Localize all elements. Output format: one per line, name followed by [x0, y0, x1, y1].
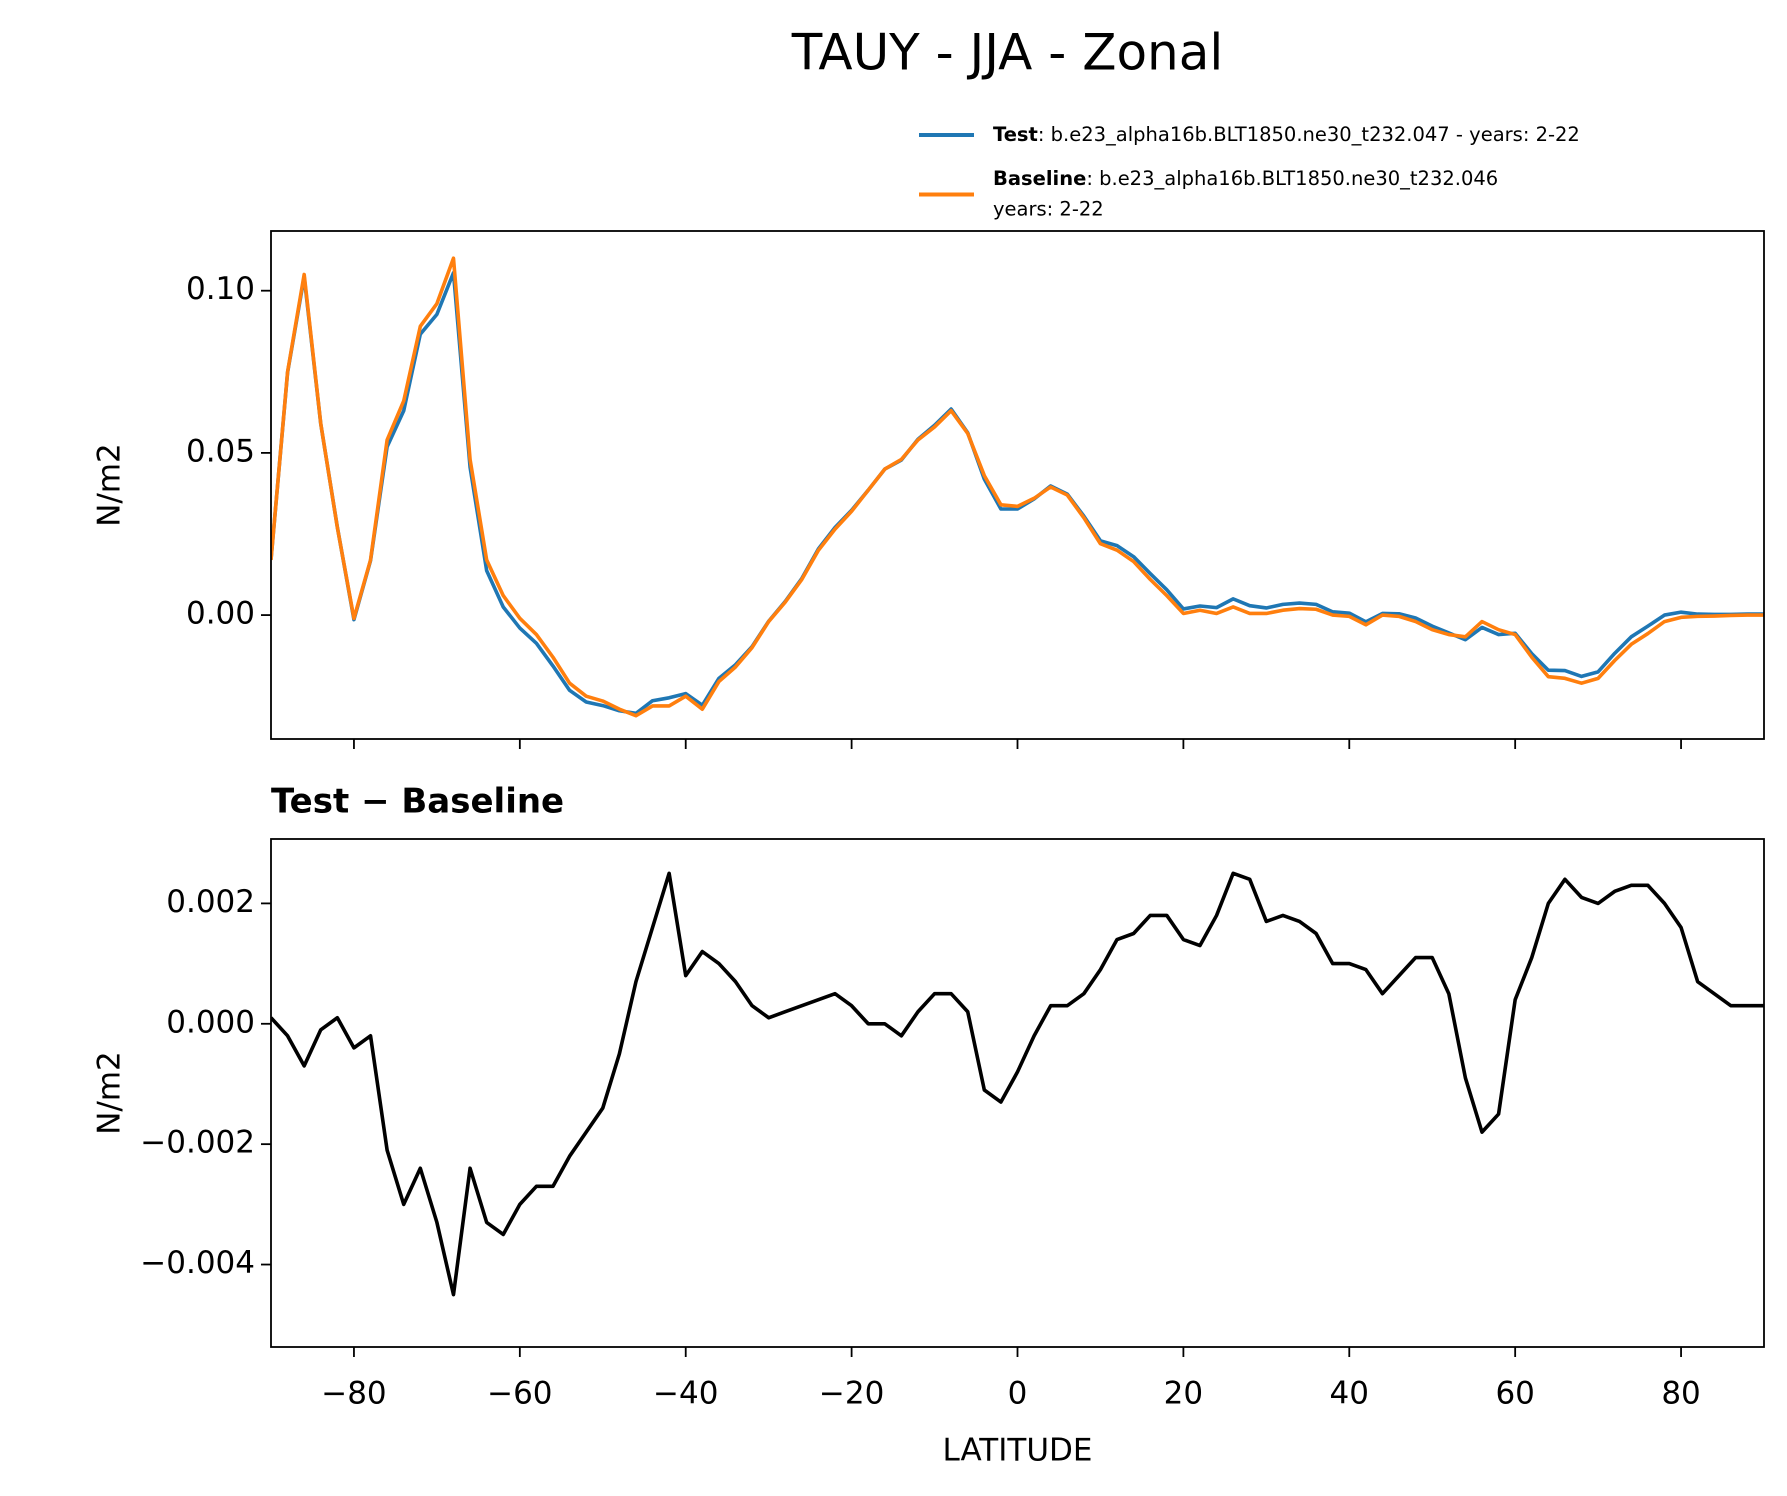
y-tick-label: 0.00: [186, 596, 255, 632]
chart-title: TAUY - JJA - Zonal: [791, 24, 1224, 82]
x-tick-label: −20: [819, 1376, 884, 1412]
y-tick-label: 0.000: [166, 1004, 255, 1040]
x-tick-label: −60: [487, 1376, 552, 1412]
y-tick-label: −0.004: [140, 1245, 255, 1281]
x-tick-label: −80: [321, 1376, 386, 1412]
subplot-title: Test − Baseline: [271, 782, 564, 822]
x-axis-label: LATITUDE: [943, 1433, 1093, 1469]
legend-label: Baseline: b.e23_alpha16b.BLT1850.ne30_t2…: [993, 167, 1498, 190]
legend-description: : b.e23_alpha16b.BLT1850.ne30_t232.046: [1086, 167, 1498, 190]
plot-frame: [270, 230, 1765, 740]
y-tick-label: −0.002: [140, 1125, 255, 1161]
y-tick-label: 0.002: [166, 884, 255, 920]
plot-frame: [270, 838, 1765, 1348]
legend-name: Test: [993, 123, 1038, 146]
data-line: [271, 271, 1764, 716]
x-tick-label: 20: [1164, 1376, 1203, 1412]
y-axis-label: N/m2: [92, 443, 128, 527]
y-tick-label: 0.05: [186, 433, 255, 469]
x-tick-label: 80: [1661, 1376, 1700, 1412]
x-tick-label: 60: [1495, 1376, 1534, 1412]
legend-label: years: 2-22: [993, 198, 1104, 221]
legend-name: Baseline: [993, 167, 1086, 190]
x-tick-label: 0: [1008, 1376, 1028, 1412]
y-tick-label: 0.10: [186, 271, 255, 307]
data-line: [271, 256, 1764, 718]
data-line: [271, 871, 1764, 1297]
y-axis-label: N/m2: [92, 1051, 128, 1135]
x-tick-label: 40: [1330, 1376, 1369, 1412]
legend-description: : b.e23_alpha16b.BLT1850.ne30_t232.047 -…: [1038, 123, 1580, 146]
legend-label: Test: b.e23_alpha16b.BLT1850.ne30_t232.0…: [993, 123, 1580, 146]
x-tick-label: −40: [653, 1376, 718, 1412]
